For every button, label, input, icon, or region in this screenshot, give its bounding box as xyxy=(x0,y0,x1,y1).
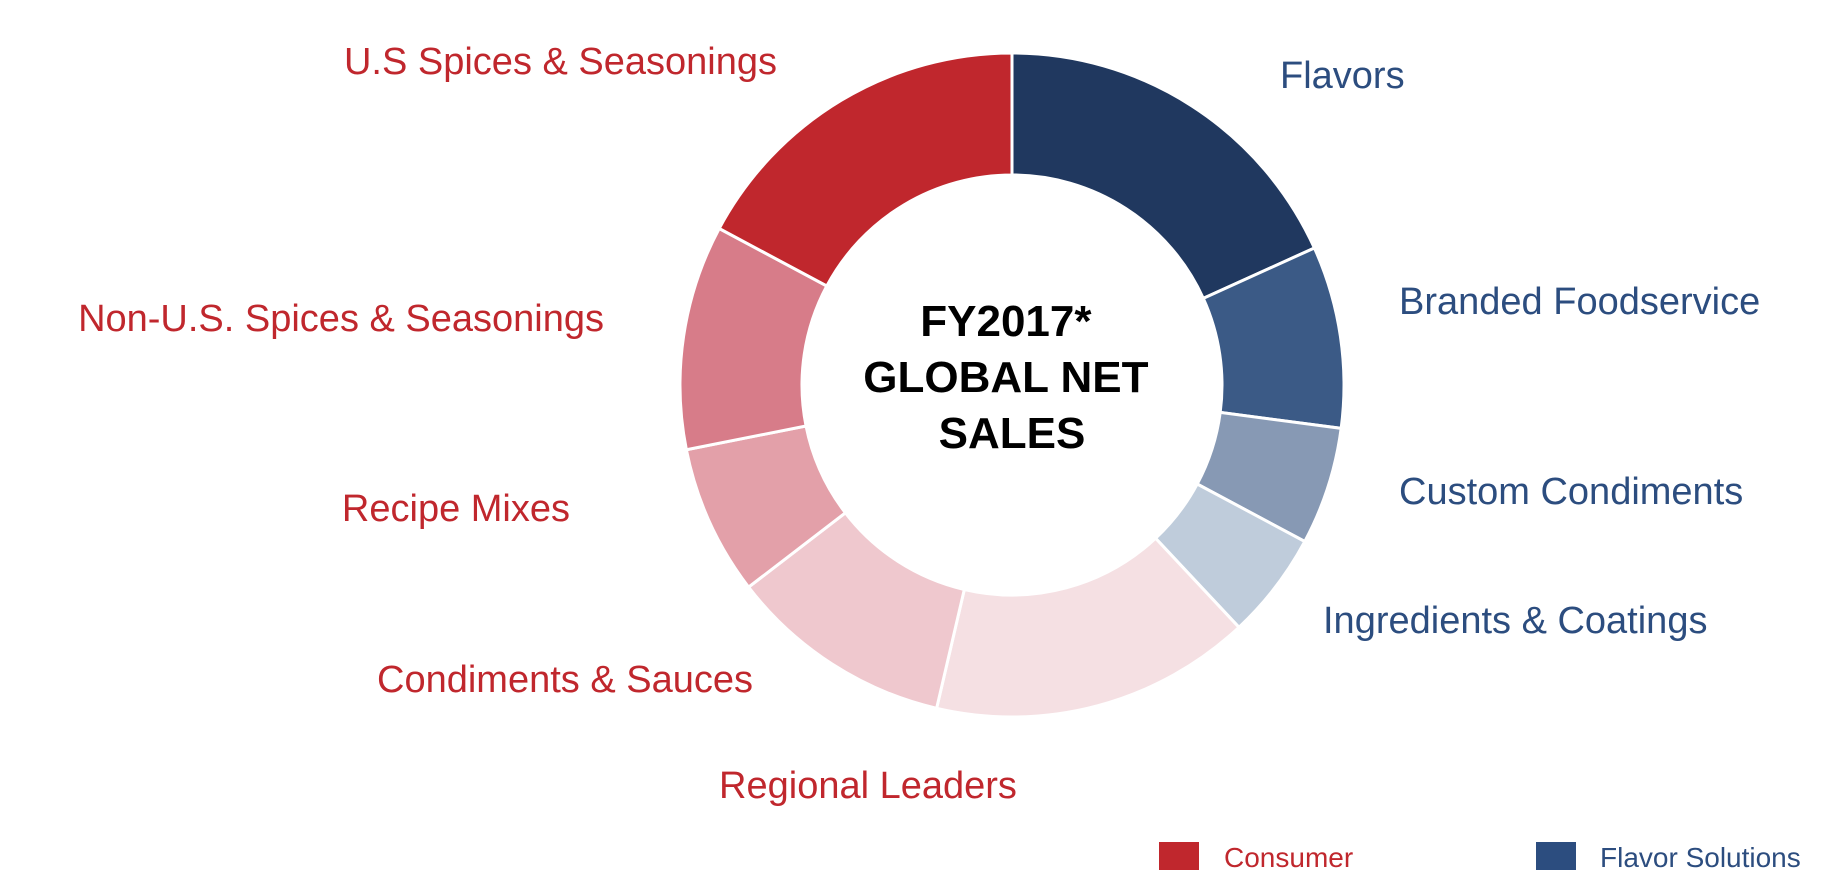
center-title-line-2: GLOBAL NET xyxy=(863,353,1148,402)
legend-swatch-flavor-solutions xyxy=(1536,842,1576,870)
slice-label-u-s-spices-and-seasonings: U.S Spices & Seasonings xyxy=(344,41,777,83)
slice-u-s-spices-and-seasonings xyxy=(717,51,1014,289)
donut-slices xyxy=(678,51,1346,719)
slice-flavors xyxy=(1010,51,1317,301)
slice-label-recipe-mixes: Recipe Mixes xyxy=(342,488,570,530)
slice-label-custom-condiments: Custom Condiments xyxy=(1399,471,1743,513)
slice-label-condiments-and-sauces: Condiments & Sauces xyxy=(377,659,753,701)
slice-label-flavors: Flavors xyxy=(1280,55,1405,97)
slice-label-regional-leaders: Regional Leaders xyxy=(719,765,1017,807)
slice-label-ingredients-and-coatings: Ingredients & Coatings xyxy=(1323,600,1707,642)
legend: Consumer Flavor Solutions xyxy=(1159,842,1801,873)
center-title-line-1: FY2017* xyxy=(920,297,1092,346)
slice-label-branded-foodservice: Branded Foodservice xyxy=(1399,281,1760,323)
legend-swatch-consumer xyxy=(1159,842,1199,870)
slice-label-non-u-s-spices-and-seasonings: Non-U.S. Spices & Seasonings xyxy=(78,298,604,340)
legend-label-flavor-solutions: Flavor Solutions xyxy=(1600,842,1801,873)
center-title-line-3: SALES xyxy=(939,409,1086,458)
chart-center-title: FY2017* GLOBAL NET SALES xyxy=(863,297,1160,458)
slice-labels: Flavors Branded Foodservice Custom Condime… xyxy=(78,41,1760,807)
legend-label-consumer: Consumer xyxy=(1224,842,1353,873)
